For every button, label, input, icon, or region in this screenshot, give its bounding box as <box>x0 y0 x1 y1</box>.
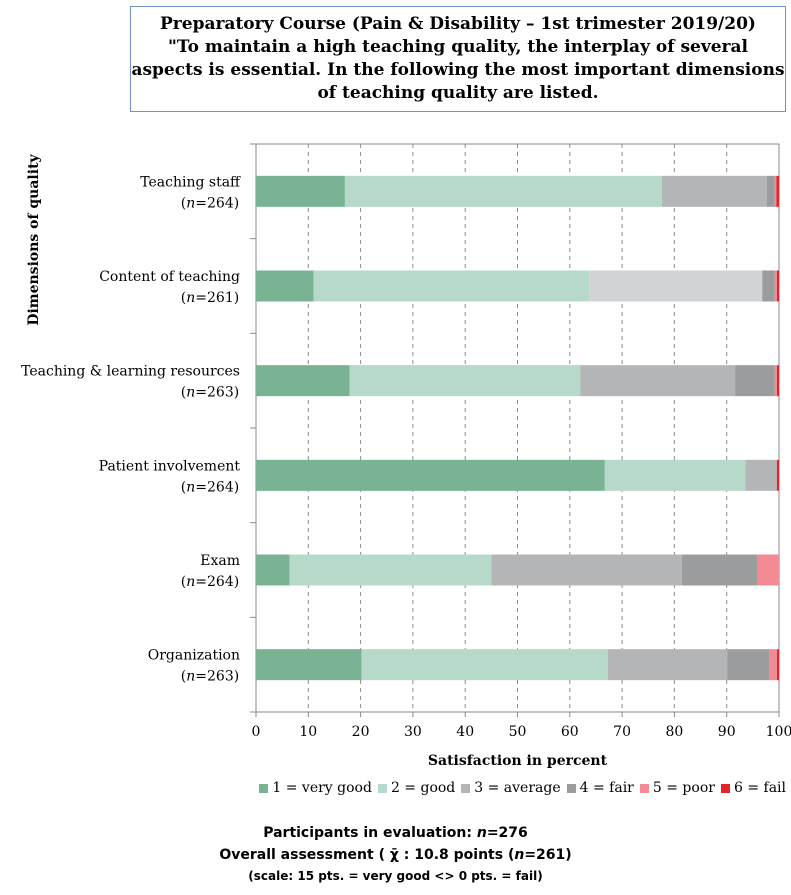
overall-n: n <box>514 847 525 863</box>
participants-value: =276 <box>486 825 528 841</box>
chart-title-line-4: of teaching quality are listed. <box>317 83 599 103</box>
stacked-bar-chart: Teaching staff (n=264) Content of teaching… <box>21 143 791 769</box>
x-tick-label: 30 <box>404 724 422 740</box>
bar-segment <box>589 270 763 302</box>
bar-segment <box>757 554 779 586</box>
x-tick-label: 50 <box>509 724 527 740</box>
x-tick-label: 0 <box>252 724 261 740</box>
category-n-label: (n=263) <box>181 669 239 685</box>
legend-item: 6 = fail <box>720 780 786 796</box>
bar-segment <box>349 365 581 397</box>
bar-segment <box>256 175 345 207</box>
bar-segment <box>604 459 746 491</box>
y-axis-title: Dimensions of quality <box>26 153 42 325</box>
bar-segment <box>580 365 736 397</box>
legend-item: 3 = average <box>461 780 561 796</box>
legend-label: 1 = very good <box>272 780 372 796</box>
bar-segment <box>313 270 590 302</box>
overall-value: =261) <box>524 847 572 863</box>
legend-swatch <box>461 783 471 793</box>
bar-segment <box>776 365 779 397</box>
category-n-label: (n=264) <box>181 574 239 590</box>
category-label: Teaching & learning resources <box>21 364 240 380</box>
chart-title-line-1: Preparatory Course (Pain & Disability – … <box>160 14 756 34</box>
x-tick-label: 70 <box>613 724 631 740</box>
x-axis-title: Satisfaction in percent <box>428 753 608 769</box>
chart-title-line-3: aspects is essential. In the following t… <box>131 60 785 80</box>
x-tick-label: 90 <box>718 724 736 740</box>
bar-segment <box>607 649 728 681</box>
overall-assessment-line: Overall assessment ( χ̄ : 10.8 points (n… <box>0 844 791 866</box>
overall-middle: : 10.8 points ( <box>398 847 515 863</box>
legend-swatch <box>566 783 576 793</box>
legend-swatch <box>377 783 387 793</box>
bar-segment <box>769 649 777 681</box>
x-tick-label: 80 <box>665 724 683 740</box>
category-n-label: (n=264) <box>181 195 239 211</box>
bar-segment <box>681 554 758 586</box>
bar-segment <box>361 649 608 681</box>
legend-label: 4 = fair <box>579 780 634 796</box>
category-n-label: (n=263) <box>181 385 239 401</box>
legend-item: 2 = good <box>377 780 456 796</box>
bar-segment <box>735 365 775 397</box>
legend-label: 5 = poor <box>652 780 715 796</box>
bar-segment <box>256 365 350 397</box>
bar-segment <box>727 649 770 681</box>
overall-mean-symbol: χ̄ <box>389 847 399 863</box>
legend-item: 4 = fair <box>566 780 634 796</box>
bar-segment <box>774 175 777 207</box>
bar-segment <box>776 649 779 681</box>
bar-segment <box>289 554 492 586</box>
bar-segment <box>256 649 362 681</box>
bar-segment <box>344 175 662 207</box>
bar-segment <box>256 554 290 586</box>
legend-label: 2 = good <box>390 780 456 796</box>
bar-segment <box>256 270 314 302</box>
evaluation-summary: Participants in evaluation: n=276 Overal… <box>0 822 791 886</box>
bar-segment <box>766 175 775 207</box>
bar-segment <box>762 270 775 302</box>
bar-segment <box>774 365 777 397</box>
category-label: Exam <box>200 553 240 569</box>
bar-segment <box>256 459 605 491</box>
scale-line: (scale: 15 pts. = very good <> 0 pts. = … <box>248 869 543 883</box>
bar-segment <box>491 554 682 586</box>
chart-title-line-2: "To maintain a high teaching quality, th… <box>168 37 748 57</box>
bar-segment <box>745 459 777 491</box>
bar-segment <box>776 459 779 491</box>
legend-swatch <box>720 783 730 793</box>
legend-swatch <box>639 783 649 793</box>
legend-item: 5 = poor <box>639 780 715 796</box>
category-n-label: (n=261) <box>181 290 239 306</box>
category-label: Patient involvement <box>99 458 241 474</box>
participants-line: Participants in evaluation: n=276 <box>0 822 791 844</box>
x-tick-label: 20 <box>352 724 370 740</box>
bar-segment <box>774 270 777 302</box>
bar-segment <box>776 175 779 207</box>
legend-item: 1 = very good <box>259 780 372 796</box>
x-tick-label: 10 <box>299 724 317 740</box>
category-label: Organization <box>148 648 240 664</box>
participants-prefix: Participants in evaluation: <box>263 825 477 841</box>
legend-label: 6 = fail <box>733 780 786 796</box>
x-tick-label: 100 <box>766 724 791 740</box>
x-tick-label: 40 <box>456 724 474 740</box>
x-tick-label: 60 <box>561 724 579 740</box>
category-label: Teaching staff <box>140 174 241 190</box>
category-label: Content of teaching <box>99 269 240 285</box>
chart-legend: 1 = very good 2 = good 3 = average 4 = fair… <box>0 780 791 800</box>
overall-prefix: Overall assessment ( <box>219 847 390 863</box>
bar-segment <box>661 175 767 207</box>
legend-label: 3 = average <box>474 780 561 796</box>
chart-title-box: Preparatory Course (Pain & Disability – … <box>130 6 786 112</box>
bar-segment <box>776 270 779 302</box>
category-n-label: (n=264) <box>181 479 239 495</box>
participants-n: n <box>476 825 487 841</box>
legend-swatch <box>259 783 269 793</box>
